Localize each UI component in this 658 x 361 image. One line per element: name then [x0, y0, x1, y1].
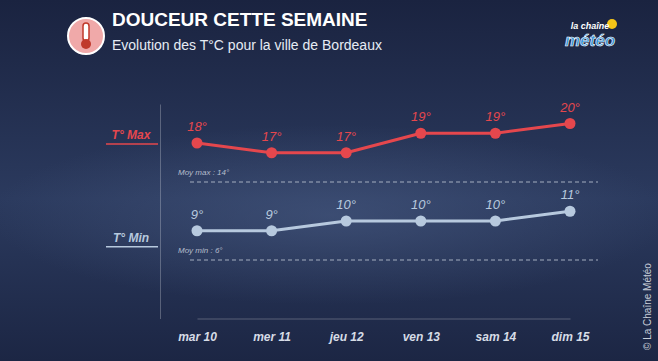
labels: 18° 17° 17° 19° 19° 20° T° Max 9° 9° 10° 10° 10° 11°… [106, 100, 580, 247]
source: © La Chaîne Météo [642, 263, 653, 350]
series-line [197, 124, 570, 153]
x-axis-line [198, 319, 571, 320]
data-label: 20° [559, 100, 580, 115]
series-point [341, 147, 352, 158]
thermometer-icon [68, 18, 104, 54]
data-label: 10° [336, 197, 356, 212]
series-line [197, 211, 570, 231]
x-tick: mar 10 [178, 319, 217, 345]
series-point [565, 206, 576, 217]
x-axis: mar 10 mer 11 jeu 12 ven 13 sam 14 dim 15 [178, 319, 590, 345]
x-tick: mer 11 [253, 319, 291, 345]
series-point [266, 225, 277, 236]
icon-bulb [81, 39, 91, 49]
x-tick-label: jeu 12 [328, 330, 364, 344]
series-point [490, 216, 501, 227]
data-label: 11° [561, 187, 580, 202]
y-axis-line [160, 105, 161, 320]
title: DOUCEUR CETTE SEMAINE [112, 9, 367, 30]
data-label: 9° [191, 207, 203, 222]
plot-area [192, 118, 576, 236]
series-point [565, 118, 576, 129]
y-axis [160, 105, 161, 320]
series-name: T° Max [112, 128, 152, 142]
logo: la chaînemétéo [565, 19, 617, 50]
icon-circle [68, 18, 104, 54]
average-line [190, 259, 598, 260]
data-label: 9° [265, 207, 277, 222]
x-tick: jeu 12 [328, 319, 364, 345]
series-point [192, 225, 203, 236]
average-label: Moy min : 6° [178, 246, 223, 255]
average-line [190, 181, 598, 182]
data-label: 10° [411, 197, 431, 212]
series-point [415, 216, 426, 227]
data-label: 19° [411, 109, 431, 124]
data-label: 10° [486, 197, 506, 212]
x-tick-label: sam 14 [476, 330, 517, 344]
series-name-underline [106, 143, 158, 145]
chart: DOUCEUR CETTE SEMAINE Evolution des T°C p… [0, 0, 658, 361]
subtitle: Evolution des T°C pour la ville de Borde… [112, 37, 382, 53]
average-label: Moy max : 14° [178, 168, 230, 177]
x-tick: ven 13 [403, 319, 441, 345]
data-label: 19° [486, 109, 506, 124]
series-point [341, 216, 352, 227]
x-tick: sam 14 [476, 319, 517, 345]
series-point [490, 128, 501, 139]
logo-text: la chaîne [571, 21, 610, 31]
x-tick-label: dim 15 [551, 330, 589, 344]
data-label: 17° [336, 129, 356, 144]
icon-tube [83, 23, 89, 41]
x-tick: dim 15 [551, 319, 589, 345]
series-name: T° Min [113, 231, 149, 245]
series-name-underline [106, 246, 158, 248]
series-point [266, 147, 277, 158]
x-tick-label: mar 10 [178, 330, 217, 344]
series-point [192, 138, 203, 149]
x-tick-label: ven 13 [403, 330, 441, 344]
data-label: 18° [187, 119, 207, 134]
series-point [415, 128, 426, 139]
logo-text: météo [565, 31, 615, 50]
data-label: 17° [262, 129, 282, 144]
x-tick-label: mer 11 [253, 330, 291, 344]
